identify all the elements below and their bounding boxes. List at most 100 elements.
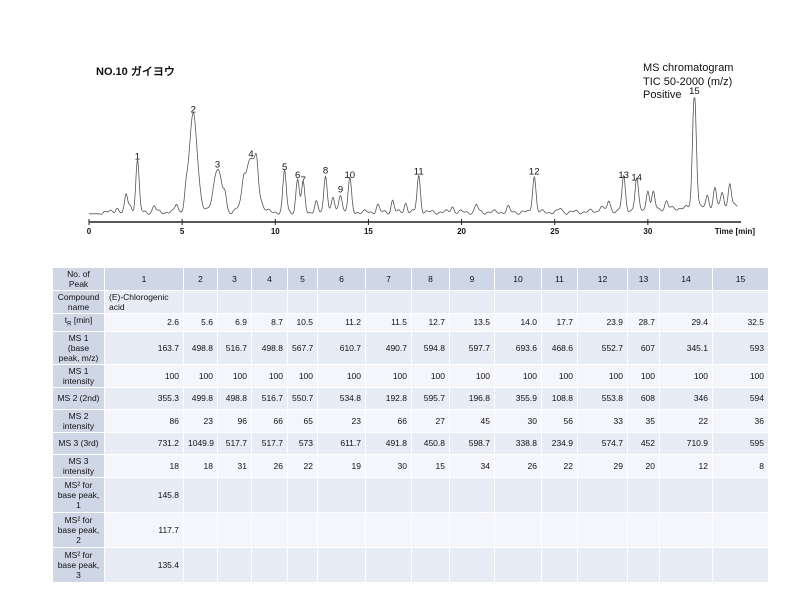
table-cell: 135.4: [104, 546, 184, 583]
table-cell: 573: [287, 431, 318, 455]
peak-number-header: 2: [183, 267, 218, 291]
table-cell: 517.7: [251, 431, 288, 455]
table-cell: 145.8: [104, 476, 184, 513]
table-cell: 100: [365, 363, 412, 388]
x-tick-label: 25: [550, 227, 559, 236]
table-cell: 12: [659, 453, 713, 478]
table-cell: 100: [287, 363, 318, 388]
table-cell: 498.8: [251, 330, 288, 365]
table-cell: 10.5: [287, 313, 318, 332]
table-cell: [541, 476, 578, 513]
peak-label: 6: [295, 170, 300, 181]
table-cell: 100: [541, 363, 578, 388]
table-cell: 100: [494, 363, 542, 388]
table-cell: [217, 546, 252, 583]
row-label: MS 1 (base peak, m/z): [52, 330, 105, 365]
table-cell: 100: [217, 363, 252, 388]
table-cell: 14.0: [494, 313, 542, 332]
table-cell: 598.7: [449, 431, 495, 455]
table-cell: [217, 290, 252, 314]
table-cell: 23.9: [577, 313, 628, 332]
table-cell: [251, 290, 288, 314]
ms-info: MS chromatogram TIC 50-2000 (m/z) Positi…: [643, 62, 733, 103]
peak-number-header: 6: [317, 267, 366, 291]
table-cell: [627, 511, 660, 548]
table-row: MS 3 intensity 18 18 31 26 22 19 30 15 34 26 22 29 20…: [52, 453, 769, 478]
table-cell: 18: [104, 453, 184, 478]
peak-label: 7: [301, 175, 306, 186]
table-cell: 8.7: [251, 313, 288, 332]
table-cell: [494, 511, 542, 548]
table-cell: 17.7: [541, 313, 578, 332]
table-cell: [287, 476, 318, 513]
table-cell: 550.7: [287, 386, 318, 410]
table-cell: [217, 476, 252, 513]
table-row: MS 1 (base peak, m/z) 163.7 498.8 516.7 498.…: [52, 330, 769, 365]
table-cell: 338.8: [494, 431, 542, 455]
table-row: MS² for base peak, 3 135.4: [52, 546, 769, 583]
table-cell: [317, 511, 366, 548]
table-cell: 234.9: [541, 431, 578, 455]
peak-label: 3: [215, 160, 220, 171]
table-cell: [712, 476, 769, 513]
peak-number-header: 4: [251, 267, 288, 291]
peak-label: 12: [529, 167, 540, 178]
table-cell: 710.9: [659, 431, 713, 455]
table-cell: 29.4: [659, 313, 713, 332]
table-cell: 34: [449, 453, 495, 478]
table-cell: 23: [317, 408, 366, 433]
table-cell: 163.7: [104, 330, 184, 365]
table-cell: [411, 476, 450, 513]
table-cell: 553.8: [577, 386, 628, 410]
table-cell: 32.5: [712, 313, 769, 332]
ms-info-line: MS chromatogram: [643, 62, 734, 74]
table-cell: [494, 476, 542, 513]
table-cell: 597.7: [449, 330, 495, 365]
table-cell: 8: [712, 453, 769, 478]
table-cell: [251, 511, 288, 548]
table-cell: 100: [104, 363, 184, 388]
peak-number-header: 8: [411, 267, 450, 291]
table-cell: [712, 546, 769, 583]
table-cell: 26: [251, 453, 288, 478]
table-cell: 11.5: [365, 313, 412, 332]
table-cell: 468.6: [541, 330, 578, 365]
table-row: MS 2 intensity 86 23 96 66 65 23 66 27 45 30 56 33 35…: [52, 408, 769, 433]
table-cell: 56: [541, 408, 578, 433]
table-cell: 6.9: [217, 313, 252, 332]
peak-header-label: No. of Peak: [52, 267, 105, 291]
table-cell: [411, 546, 450, 583]
row-label: MS 1 intensity: [52, 363, 105, 388]
table-cell: 2.6: [104, 313, 184, 332]
table-cell: 100: [251, 363, 288, 388]
table-cell: 355.9: [494, 386, 542, 410]
table-row: tR [min] 2.6 5.6 6.9 8.7 10.5 11.2 11.5 12.7 13.5…: [52, 313, 769, 332]
table-cell: [449, 546, 495, 583]
table-cell: 30: [365, 453, 412, 478]
table-cell: 100: [627, 363, 660, 388]
table-cell: 450.8: [411, 431, 450, 455]
table-cell: [217, 511, 252, 548]
table-cell: 595: [712, 431, 769, 455]
table-cell: 517.7: [217, 431, 252, 455]
table-cell: 66: [365, 408, 412, 433]
table-cell: 534.8: [317, 386, 366, 410]
table-row: Compound name (E)-Chlorogenic acid: [52, 290, 769, 314]
table-cell: 27: [411, 408, 450, 433]
row-label: MS² for base peak, 3: [52, 546, 105, 583]
table-cell: 490.7: [365, 330, 412, 365]
row-label: MS² for base peak, 2: [52, 511, 105, 548]
peak-table: No. of Peak 1 2 3 4 5 6 7 8 9 10 11 12 13 14 15 Compound…: [52, 267, 769, 583]
table-cell: 86: [104, 408, 184, 433]
table-cell: 516.7: [251, 386, 288, 410]
peak-number-header: 14: [659, 267, 713, 291]
x-tick-label: 10: [271, 227, 280, 236]
table-cell: 33: [577, 408, 628, 433]
table-cell: (E)-Chlorogenic acid: [104, 290, 184, 314]
table-cell: 574.7: [577, 431, 628, 455]
table-cell: 594: [712, 386, 769, 410]
table-cell: [627, 290, 660, 314]
peak-label: 4: [248, 149, 253, 160]
table-cell: [287, 511, 318, 548]
row-label: MS 2 intensity: [52, 408, 105, 433]
